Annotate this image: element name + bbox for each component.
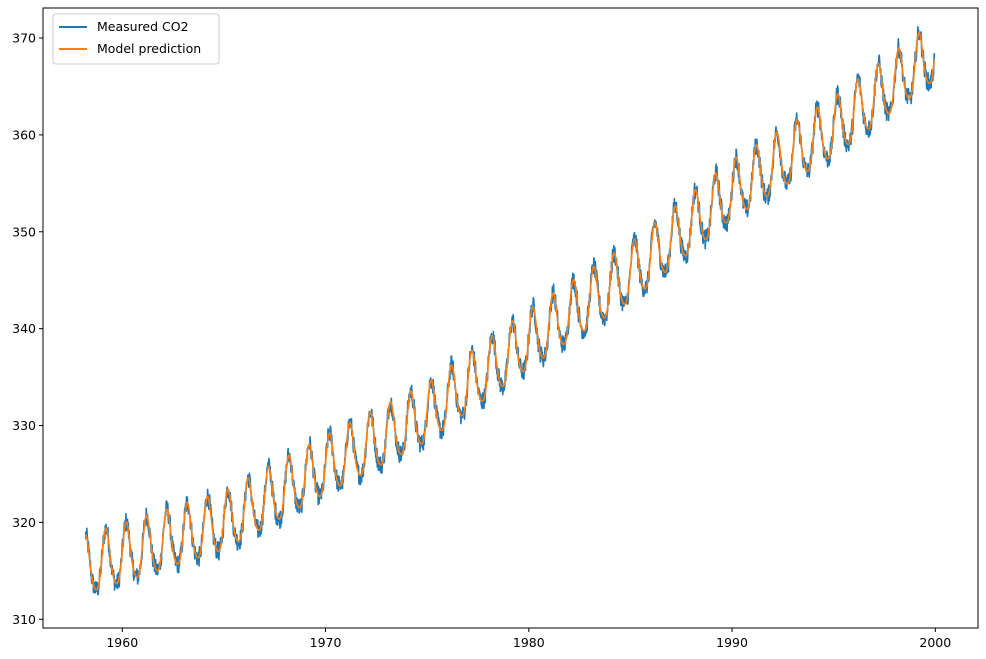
legend-label-measured: Measured CO2: [97, 19, 189, 34]
x-tick-label: 1960: [106, 635, 138, 650]
x-tick-label: 2000: [919, 635, 951, 650]
y-tick-label: 370: [12, 31, 36, 46]
series-layer: [84, 25, 936, 596]
legend-box: [52, 13, 220, 65]
x-tick-label: 1990: [716, 635, 748, 650]
axis-layer: 1960 1970 1980 1990 2000 310 320 330 340 350 360 37…: [12, 31, 951, 650]
y-tick-label: 330: [12, 418, 36, 433]
x-tick-label: 1970: [310, 635, 342, 650]
y-tick-label: 340: [12, 321, 36, 336]
legend-label-model: Model prediction: [97, 41, 201, 56]
y-tick-label: 350: [12, 224, 36, 239]
y-tick-label: 360: [12, 127, 36, 142]
legend: Measured CO2 Model prediction: [52, 13, 220, 65]
series-line-model-prediction: [84, 31, 936, 591]
y-tick-label: 310: [12, 612, 36, 627]
x-tick-label: 1980: [513, 635, 545, 650]
y-tick-label: 320: [12, 515, 36, 530]
plot-frame: [42, 7, 979, 629]
